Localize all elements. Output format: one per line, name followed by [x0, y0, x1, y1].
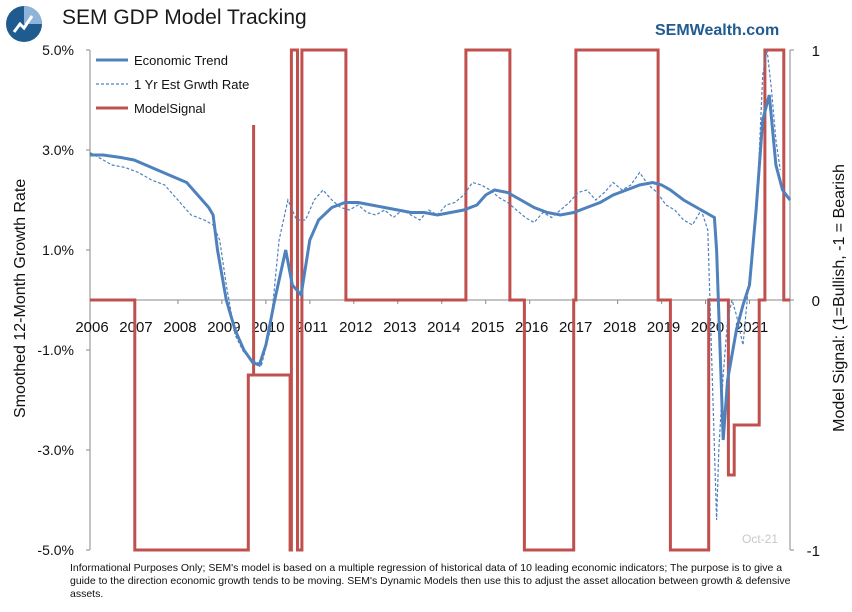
- y2-tick-label: 1: [812, 43, 820, 60]
- y-tick-label: 5.0%: [42, 42, 74, 58]
- y-axis-left: -5.0% -3.0% -1.0% 1.0% 3.0% 5.0%: [37, 42, 90, 558]
- x-tick-label: 2008: [163, 319, 196, 336]
- legend: Economic Trend 1 Yr Est Grwth Rate ModelSi…: [96, 53, 249, 116]
- series-line-1-yr-est-grwth-rate: [89, 49, 781, 521]
- brand-link[interactable]: SEMWealth.com: [655, 22, 780, 39]
- y-tick-label: 3.0%: [42, 142, 74, 158]
- y-tick-label: 1.0%: [42, 242, 74, 258]
- x-tick-label: 2017: [559, 319, 592, 336]
- legend-label: Economic Trend: [134, 53, 228, 68]
- x-tick-label: 2015: [471, 319, 504, 336]
- legend-label: 1 Yr Est Grwth Rate: [134, 77, 249, 92]
- x-tick-label: 2019: [647, 319, 680, 336]
- x-tick-label: 2016: [515, 319, 548, 336]
- x-axis: 2006 2007 2008 2009 2010 2011 2012 2013 2014 2015…: [75, 300, 768, 336]
- y-axis-right: -1 0 1: [790, 43, 820, 560]
- y-tick-label: -3.0%: [37, 442, 74, 458]
- x-tick-label: 2011: [296, 319, 328, 336]
- y-tick-label: -1.0%: [37, 342, 74, 358]
- legend-label: ModelSignal: [134, 101, 206, 116]
- disclaimer-footnote: Informational Purposes Only; SEM's model…: [70, 562, 791, 600]
- series-layer: [89, 48, 792, 552]
- x-tick-label: 2006: [75, 319, 108, 336]
- series-line-modelsignal: [90, 48, 790, 552]
- y2-tick-label: -1: [807, 543, 820, 560]
- x-tick-label: 2014: [427, 319, 460, 336]
- x-tick-label: 2018: [603, 319, 636, 336]
- x-tick-label: 2013: [383, 319, 416, 336]
- sem-logo-icon: [6, 6, 42, 42]
- series-line-economic-trend: [90, 94, 792, 441]
- y-axis-right-label: Model Signal: (1=Bullish, -1 = Bearish: [830, 164, 848, 432]
- y-tick-label: -5.0%: [37, 542, 74, 558]
- date-watermark: Oct-21: [742, 532, 779, 546]
- chart-title: SEM GDP Model Tracking: [62, 6, 307, 29]
- y2-tick-label: 0: [812, 293, 820, 310]
- x-tick-label: 2012: [339, 319, 372, 336]
- y-axis-left-label: Smoothed 12-Month Growth Rate: [12, 178, 29, 418]
